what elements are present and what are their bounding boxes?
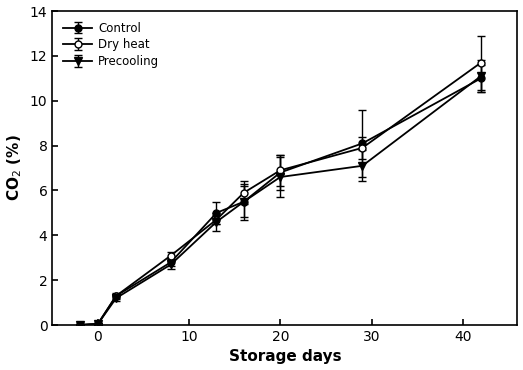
X-axis label: Storage days: Storage days: [229, 349, 341, 364]
Y-axis label: CO$_2$ (%): CO$_2$ (%): [6, 135, 24, 201]
Legend: Control, Dry heat, Precooling: Control, Dry heat, Precooling: [58, 17, 164, 73]
